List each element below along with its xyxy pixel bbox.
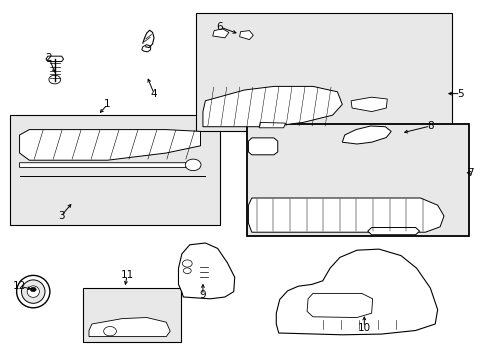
Ellipse shape bbox=[27, 286, 39, 297]
Text: 8: 8 bbox=[426, 121, 433, 131]
Circle shape bbox=[182, 260, 192, 267]
Circle shape bbox=[49, 75, 61, 84]
Bar bbox=[246, 124, 468, 236]
Polygon shape bbox=[46, 56, 63, 62]
Polygon shape bbox=[248, 138, 277, 155]
Bar bbox=[83, 288, 181, 342]
Polygon shape bbox=[212, 29, 228, 38]
Polygon shape bbox=[248, 198, 443, 232]
Bar bbox=[10, 115, 220, 225]
Polygon shape bbox=[178, 243, 234, 299]
Text: 11: 11 bbox=[120, 270, 134, 280]
Text: 5: 5 bbox=[456, 89, 463, 99]
Circle shape bbox=[185, 159, 201, 171]
Text: 9: 9 bbox=[199, 290, 206, 300]
Polygon shape bbox=[20, 163, 190, 167]
Ellipse shape bbox=[17, 275, 50, 308]
Polygon shape bbox=[89, 318, 170, 337]
Text: 12: 12 bbox=[13, 281, 26, 291]
Polygon shape bbox=[259, 122, 285, 128]
Polygon shape bbox=[142, 45, 150, 52]
Text: 2: 2 bbox=[45, 53, 52, 63]
Polygon shape bbox=[203, 86, 342, 127]
Circle shape bbox=[183, 268, 191, 274]
Polygon shape bbox=[20, 130, 200, 160]
Polygon shape bbox=[342, 126, 390, 144]
Circle shape bbox=[103, 327, 116, 336]
Polygon shape bbox=[306, 293, 372, 318]
Polygon shape bbox=[276, 249, 437, 335]
Ellipse shape bbox=[21, 280, 45, 303]
Text: 3: 3 bbox=[58, 211, 64, 221]
Bar bbox=[195, 13, 451, 131]
Polygon shape bbox=[367, 228, 419, 235]
Text: 7: 7 bbox=[466, 168, 473, 178]
Text: 1: 1 bbox=[104, 99, 111, 109]
Text: 4: 4 bbox=[150, 89, 157, 99]
Circle shape bbox=[30, 287, 36, 292]
Text: 10: 10 bbox=[357, 323, 370, 333]
Polygon shape bbox=[239, 31, 253, 40]
Polygon shape bbox=[350, 97, 386, 112]
Text: 6: 6 bbox=[216, 22, 223, 32]
